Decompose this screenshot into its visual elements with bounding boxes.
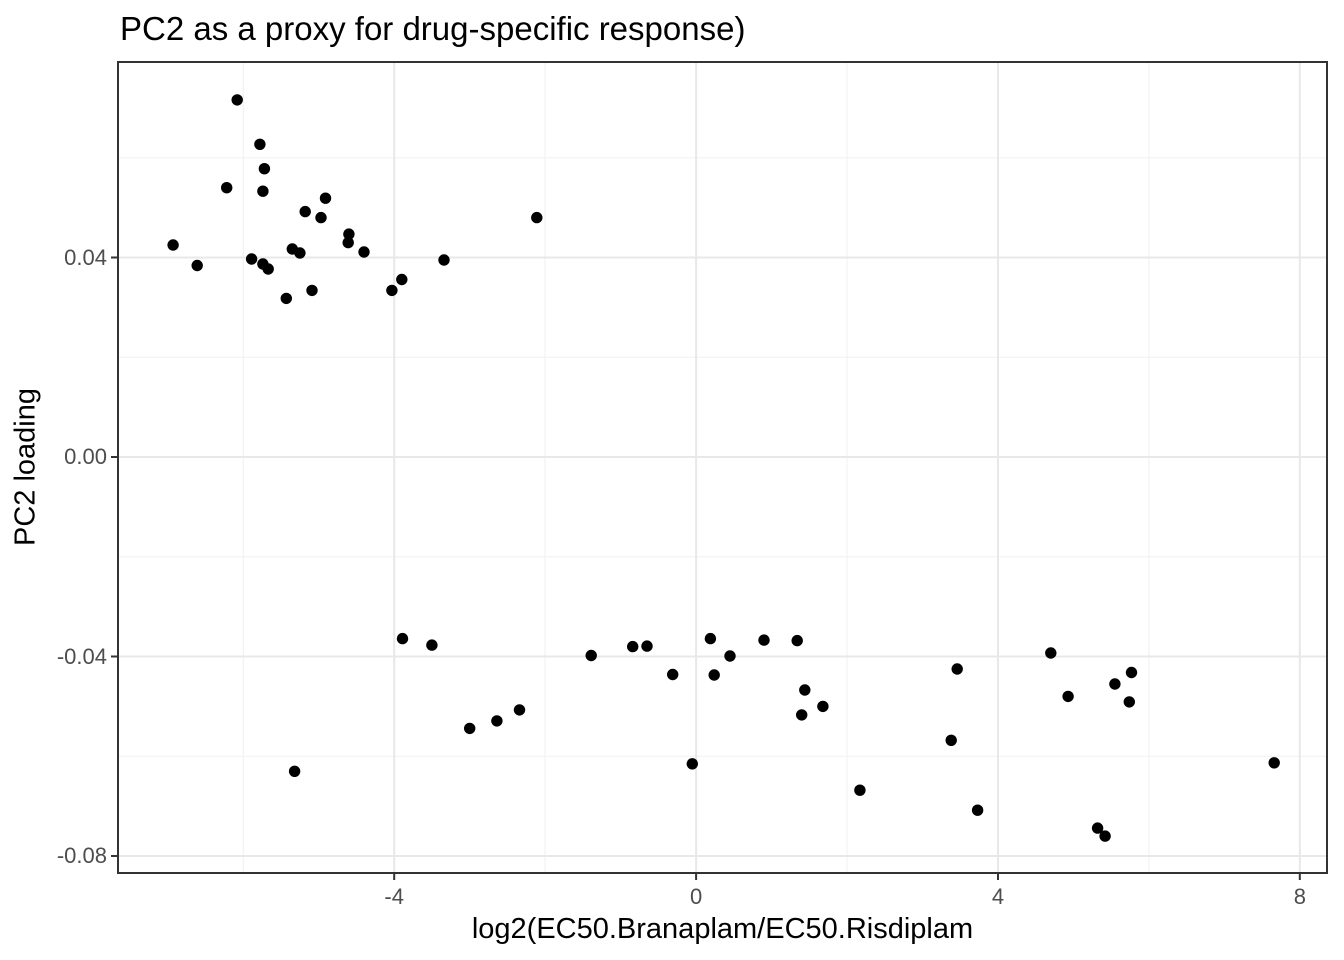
data-point [254,138,266,150]
y-tick-label: -0.04 [56,643,107,669]
panel-background [118,62,1327,873]
y-tick-label: 0.00 [64,444,107,470]
panel-border [117,61,1328,874]
data-point [1091,822,1104,834]
data-point [708,669,720,681]
data-point [396,273,408,286]
data-point [386,284,398,297]
plot-title: PC2 as a proxy for drug-specific respons… [120,10,746,47]
data-point [299,205,311,218]
data-point [817,700,829,713]
data-point [426,639,438,651]
data-point [686,758,698,770]
data-point [464,722,476,735]
data-point [1099,830,1111,842]
data-point [945,734,957,746]
data-point [306,284,318,297]
data-point [796,709,808,721]
data-point [971,804,984,816]
x-tick-label: 8 [1293,884,1306,909]
data-point [1045,647,1057,659]
data-point [231,94,243,106]
data-point [280,292,292,305]
data-point [1268,757,1280,769]
data-point [262,263,274,275]
data-point [585,649,597,662]
data-point [1125,666,1138,679]
data-point [343,228,355,240]
data-point [342,236,354,249]
x-tick-label: 0 [689,884,703,909]
data-point [799,684,811,696]
x-tick-label: 4 [991,884,1005,909]
data-point [257,185,269,197]
data-point [1062,690,1074,703]
data-point [396,632,409,645]
data-point [191,259,203,272]
data-point [724,650,736,662]
data-point [438,254,450,266]
data-point [531,211,543,224]
data-point [667,668,679,681]
data-point [315,211,327,224]
data-point [288,765,301,777]
data-point [951,663,963,675]
data-point [791,634,803,647]
data-point [167,239,179,251]
data-point [758,634,770,646]
data-point [294,247,306,259]
data-point [1123,696,1136,708]
data-point [319,192,332,204]
data-point [854,784,866,796]
data-point [245,253,258,265]
data-point [641,640,653,652]
data-point [513,704,526,716]
data-point [704,632,717,645]
y-tick-label: -0.08 [56,843,107,869]
x-tick-label: -4 [384,884,404,909]
y-tick-label: 0.04 [64,244,107,270]
data-point [627,640,639,653]
x-axis-title: log2(EC50.Branaplam/EC50.Risdiplam [471,913,974,945]
data-point [358,246,370,258]
data-point [1109,678,1121,690]
data-point [491,715,503,727]
data-point [258,163,271,175]
data-point [221,182,233,194]
